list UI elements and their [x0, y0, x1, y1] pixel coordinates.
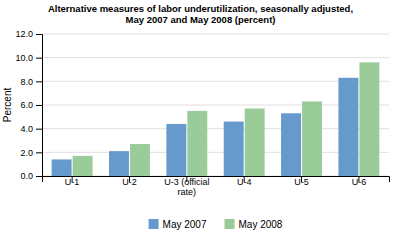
grid-line: [42, 105, 389, 106]
x-tick-label: U-1: [65, 177, 80, 187]
x-tick-label: U-5: [294, 177, 309, 187]
y-tick-mark: [36, 34, 42, 35]
bar: [166, 124, 186, 176]
x-axis: U-1 U-2 U-3 (officialrate) U-4 U-5 U-6: [43, 176, 390, 197]
grid: [42, 34, 389, 176]
y-tick-label: 10.0: [15, 53, 33, 63]
y-tick-mark: [36, 81, 42, 82]
y-tick-label: 4.0: [20, 124, 33, 134]
legend-label: May 2007: [163, 219, 207, 230]
y-tick: 4.0: [20, 124, 42, 134]
bar: [73, 156, 93, 176]
bar: [130, 144, 150, 176]
grid-line: [42, 81, 389, 82]
x-tick: U-4: [237, 176, 252, 187]
y-tick: 2.0: [20, 148, 42, 158]
bar: [338, 78, 358, 176]
y-axis: 0.0 2.0 4.0 6.0 8.0 10.0 12.0: [15, 29, 42, 181]
bar: [359, 62, 379, 176]
x-tick-label: U-3 (officialrate): [164, 177, 209, 197]
legend-item: May 2008: [225, 219, 283, 230]
grid-line: [42, 152, 389, 153]
bar: [52, 159, 72, 176]
y-tick-mark: [36, 152, 42, 153]
x-tick-label: U-4: [237, 177, 252, 187]
y-tick-label: 8.0: [20, 77, 33, 87]
legend-swatch: [225, 219, 235, 229]
y-tick-mark: [36, 105, 42, 106]
y-tick-mark: [36, 129, 42, 130]
bar: [224, 122, 244, 176]
x-tick-label: U-6: [352, 177, 367, 187]
x-tick: U-1: [65, 176, 80, 187]
x-tick-label: U-2: [122, 177, 137, 187]
plot: 0.0 2.0 4.0 6.0 8.0 10.0 12.0 U-1 U-2 U-3 (offici…: [15, 29, 389, 197]
legend-swatch: [149, 219, 159, 229]
x-tick: U-3 (officialrate): [164, 176, 209, 197]
bar-series: [52, 78, 359, 176]
bar: [302, 101, 322, 176]
legend-item: May 2007: [149, 219, 207, 230]
grid-line: [42, 57, 389, 58]
y-tick-label: 2.0: [20, 148, 33, 158]
x-tick: U-5: [294, 176, 309, 187]
legend-label: May 2008: [239, 219, 283, 230]
bars: [52, 62, 380, 176]
y-tick-mark: [36, 176, 42, 177]
chart: Alternative measures of labor underutili…: [0, 0, 401, 238]
y-tick: 10.0: [15, 53, 42, 63]
bar: [245, 109, 265, 176]
bar: [281, 113, 301, 176]
grid-line: [42, 128, 389, 129]
y-axis-title: Percent: [2, 88, 13, 123]
y-axis-line: [36, 35, 43, 177]
y-tick: 6.0: [20, 100, 42, 110]
bar-series: [73, 62, 380, 176]
title: Alternative measures of labor underutili…: [48, 3, 353, 25]
y-tick: 12.0: [15, 29, 42, 39]
x-axis-line: [43, 177, 390, 183]
bar: [187, 111, 207, 176]
x-tick: U-2: [122, 176, 137, 187]
bar: [109, 151, 129, 176]
y-tick: 0.0: [20, 171, 42, 181]
y-tick-label: 6.0: [20, 100, 33, 110]
y-tick-label: 0.0: [20, 171, 33, 181]
y-tick: 8.0: [20, 77, 42, 87]
y-tick-mark: [36, 58, 42, 59]
grid-line: [42, 34, 389, 35]
legend: May 2007 May 2008: [149, 219, 283, 230]
x-tick: U-6: [352, 176, 367, 187]
y-tick-label: 12.0: [15, 29, 33, 39]
